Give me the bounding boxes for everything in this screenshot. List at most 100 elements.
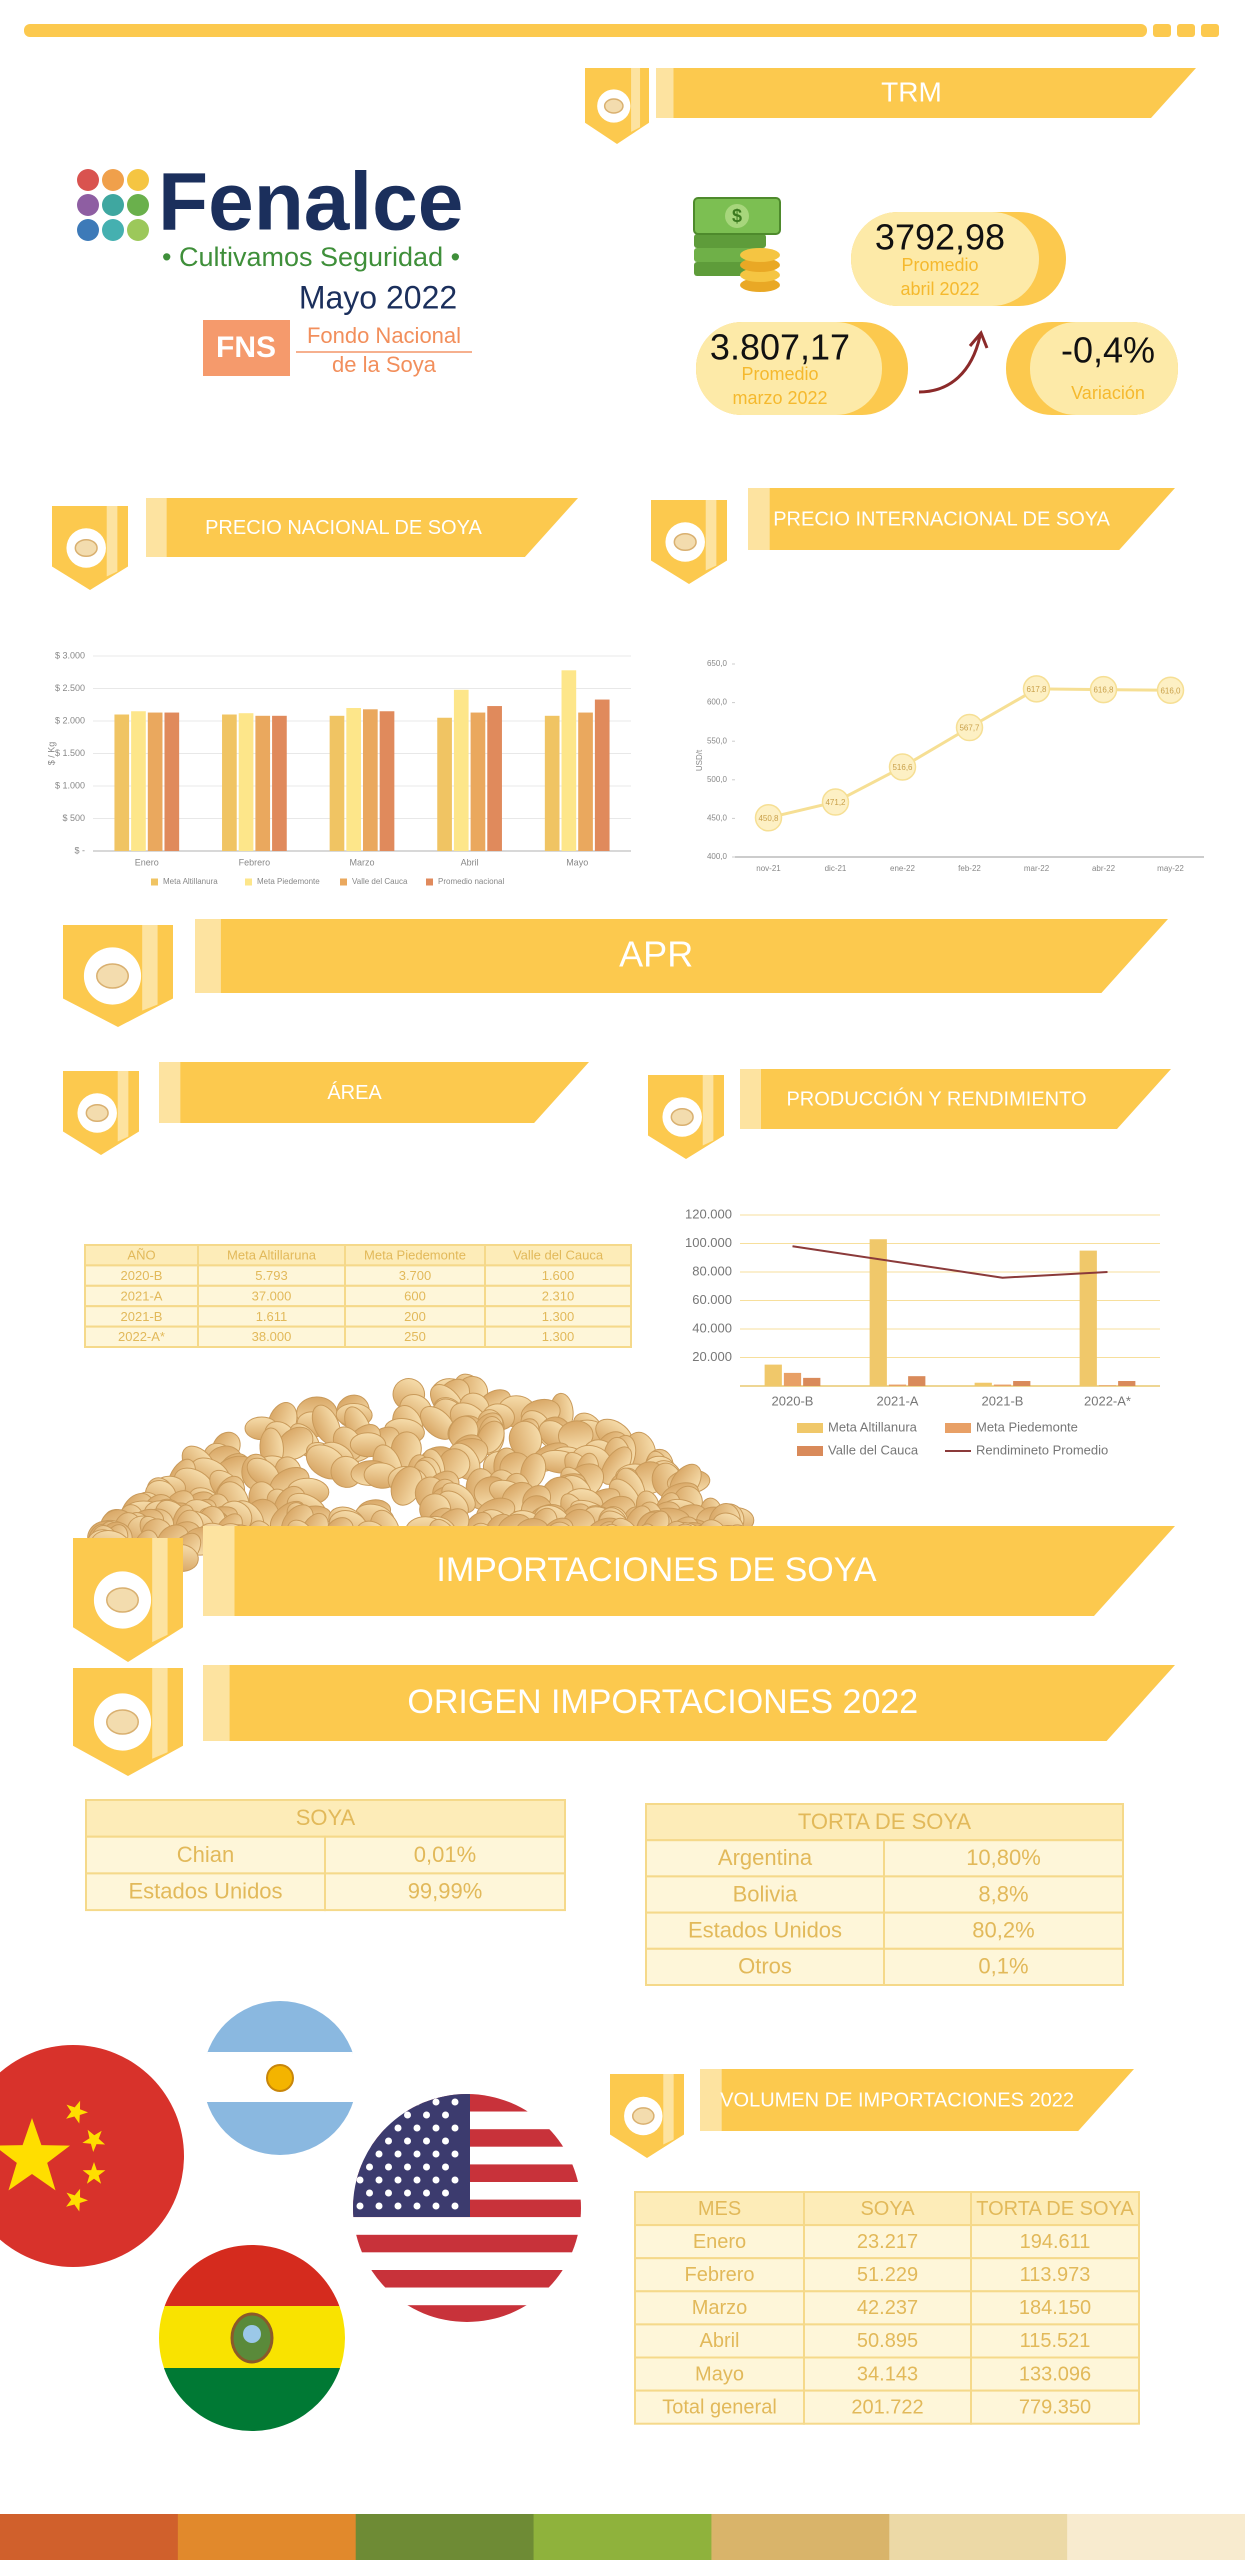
bottom-bar (177, 2514, 357, 2560)
star-dot (375, 2150, 383, 2158)
star-dot (385, 2163, 392, 2171)
table-cell-text: Enero (693, 2231, 746, 2253)
table-cell-text: Febrero (684, 2264, 754, 2286)
table-cell-text: 184.150 (1019, 2297, 1091, 2319)
table-cell-text: 37.000 (252, 1288, 292, 1303)
star-dot (375, 2124, 383, 2132)
bar (147, 712, 163, 851)
trm-previous: 3.807,17 (710, 327, 850, 368)
flag-argentina (203, 2001, 357, 2155)
legend-label: Valle del Cauca (352, 877, 408, 886)
badge-bean (670, 1107, 694, 1127)
table-cell-text: 23.217 (857, 2231, 918, 2253)
data-label: 616,0 (1160, 686, 1181, 695)
banner-title: PRECIO NACIONAL DE SOYA (205, 517, 482, 539)
star-dot (404, 2189, 411, 2197)
banner-strip (656, 68, 674, 118)
star-dot (356, 2098, 364, 2106)
x-tick-label: mar-22 (1024, 864, 1050, 873)
table-cell-text: 38.000 (252, 1329, 292, 1344)
banner-bar (146, 498, 578, 557)
bar (594, 699, 610, 851)
table-cell (883, 1911, 1124, 1950)
star-dot (413, 2176, 421, 2184)
star-dot (432, 2150, 440, 2158)
logo-dot (77, 219, 99, 241)
table-cell-text: 1.300 (542, 1329, 575, 1344)
banner-title: ORIGEN IMPORTACIONES 2022 (407, 1683, 918, 1721)
table-cell (803, 2224, 972, 2260)
star-dot (366, 2111, 373, 2119)
legend-swatch (797, 1446, 823, 1456)
brand: Fenalce (158, 157, 463, 248)
x-tick-label: may-22 (1157, 864, 1184, 873)
legend-label: Rendimineto Promedio (976, 1442, 1108, 1457)
y-tick-label: 450,0 (707, 814, 728, 823)
table-cell-text: 10,80% (966, 1845, 1041, 1870)
banner-badge-inner (631, 68, 641, 132)
trm-previous-label: Promedio (741, 364, 818, 384)
legend-swatch (151, 878, 158, 886)
stripe (353, 2270, 581, 2288)
table-cell-text: Otros (738, 1954, 792, 1979)
point (888, 753, 917, 781)
banner-badge-inner (152, 1668, 168, 1759)
star-dot (394, 2202, 402, 2210)
banner-title: VOLUMEN DE IMPORTACIONES 2022 (720, 2089, 1074, 2111)
table-cell-text: 80,2% (972, 1918, 1034, 1943)
bar (379, 711, 395, 851)
table-cell-text: 8,8% (978, 1881, 1028, 1906)
pill (851, 212, 1039, 306)
table-cell-text: TORTA DE SOYA (976, 2198, 1134, 2220)
trm-current-label: abril 2022 (900, 279, 979, 299)
badge-bean (96, 963, 129, 989)
y-tick-label: 60.000 (692, 1292, 732, 1307)
star-dot (451, 2150, 459, 2158)
table-title-cell (85, 1799, 566, 1838)
star-dot (413, 2150, 421, 2158)
y-tick-label: $ 2.000 (55, 715, 85, 725)
star-dot (413, 2124, 421, 2132)
banner-title: ÁREA (327, 1081, 382, 1104)
data-label: 450,8 (758, 814, 779, 823)
point (1089, 675, 1118, 704)
top-bar-block (1153, 24, 1171, 37)
legend-swatch (340, 878, 347, 886)
bottom-bar (1067, 2514, 1245, 2560)
legend-label: Meta Altillanura (828, 1419, 918, 1434)
table-cell (883, 1839, 1124, 1878)
banner-bar (203, 1665, 1175, 1741)
star-dot (404, 2163, 411, 2171)
x-tick-label: Febrero (239, 857, 271, 867)
star (66, 2100, 88, 2124)
table-cell-text: Chian (177, 1842, 234, 1867)
table-cell-text: 2022-A* (118, 1329, 165, 1344)
star-dot (356, 2150, 364, 2158)
banner-strip (740, 1069, 761, 1129)
svg-text:$: $ (732, 206, 742, 226)
table-cell-text: Estados Unidos (128, 1879, 282, 1904)
bar (329, 715, 345, 851)
banner-badge-inner (702, 1075, 714, 1146)
y-tick-label: 600,0 (707, 698, 728, 707)
table-cell-text: Argentina (718, 1845, 813, 1870)
table-cell-text: 2.310 (542, 1288, 575, 1303)
star-dot (356, 2202, 364, 2210)
logo-dot (102, 194, 124, 216)
legend-swatch (426, 878, 433, 886)
table-title: SOYA (296, 1805, 356, 1830)
star-dot (423, 2163, 430, 2171)
logo-dot (127, 194, 149, 216)
star-dot (394, 2176, 402, 2184)
table-cell-text: 5.793 (255, 1268, 288, 1283)
star (82, 2162, 106, 2184)
star-dot (366, 2137, 373, 2145)
y-tick-label: 120.000 (685, 1206, 732, 1221)
y-tick-label: $ 500 (62, 813, 85, 823)
x-tick-label: Marzo (349, 857, 374, 867)
y-tick-label: $ 3.000 (55, 650, 85, 660)
soybeans-image (86, 1373, 755, 1577)
x-tick-label: abr-22 (1092, 864, 1116, 873)
